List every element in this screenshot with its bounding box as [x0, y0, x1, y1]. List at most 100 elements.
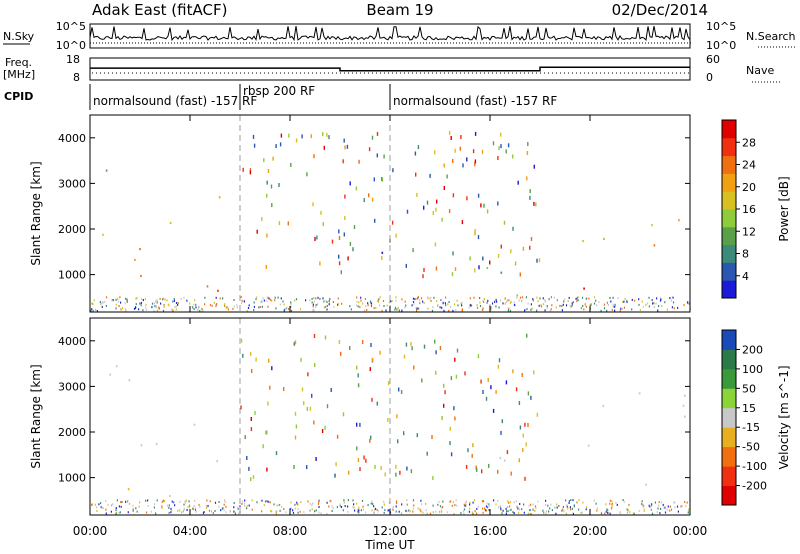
velocity-noise-cell	[641, 500, 643, 503]
velocity-noise-cell	[611, 505, 613, 508]
velocity-noise-cell	[551, 509, 553, 512]
velocity-noise-cell	[425, 502, 427, 505]
power-noise-cell	[194, 299, 196, 302]
velocity-sparse-cell	[335, 462, 337, 467]
power-sparse-cell	[249, 167, 252, 172]
velocity-noise-cell	[119, 511, 121, 514]
power-noise-cell	[487, 299, 489, 302]
velocity-noise-cell	[168, 504, 170, 507]
power-noise-cell	[614, 305, 616, 308]
velocity-noise-cell	[585, 508, 587, 511]
power-noise-cell	[151, 306, 153, 309]
power-noise-cell	[126, 301, 128, 303]
velocity-noise-cell	[121, 501, 123, 503]
velocity-noise-cell	[303, 511, 305, 514]
power-sparse-cell	[497, 156, 499, 160]
velocity-sparse-cell	[449, 441, 451, 446]
velocity-sparse-cell	[396, 414, 398, 419]
power-noise-cell	[386, 304, 388, 307]
velocity-noise-cell	[374, 508, 376, 511]
velocity-echo-cell	[193, 423, 196, 426]
power-noise-cell	[172, 300, 174, 303]
nsky-trace	[89, 25, 691, 44]
power-sparse-cell	[381, 177, 383, 181]
velocity-noise-cell	[352, 505, 354, 508]
power-noise-cell	[508, 307, 510, 310]
power-ytick-label: 4000	[58, 132, 86, 145]
velocity-sparse-cell	[307, 372, 309, 377]
power-noise-cell	[246, 309, 248, 312]
velocity-noise-cell	[629, 511, 631, 514]
velocity-sparse-cell	[306, 406, 308, 411]
power-sparse-cell	[500, 132, 502, 137]
power-noise-cell	[266, 299, 268, 302]
velocity-noise-cell	[582, 501, 584, 504]
velocity-noise-cell	[220, 509, 222, 512]
power-noise-cell	[634, 299, 636, 302]
power-noise-cell	[617, 297, 619, 300]
velocity-noise-cell	[147, 499, 149, 502]
velocity-sparse-cell	[374, 464, 376, 469]
velocity-noise-cell	[420, 499, 422, 502]
power-noise-cell	[364, 309, 366, 312]
power-noise-cell	[553, 296, 555, 299]
velocity-noise-cell	[161, 506, 163, 509]
velocity-noise-cell	[237, 507, 239, 510]
power-sparse-cell	[448, 209, 451, 214]
velocity-noise-cell	[474, 510, 476, 513]
power-noise-cell	[154, 305, 156, 308]
power-sparse-cell	[533, 201, 535, 206]
power-noise-cell	[610, 300, 612, 303]
velocity-noise-cell	[469, 501, 471, 504]
power-noise-cell	[120, 308, 122, 311]
power-noise-cell	[432, 306, 434, 309]
power-sparse-cell	[373, 177, 375, 182]
velocity-sparse-cell	[443, 403, 445, 408]
power-noise-cell	[516, 296, 518, 299]
nsky-line	[89, 25, 691, 42]
power-noise-cell	[247, 307, 250, 309]
power-noise-cell	[284, 308, 286, 311]
velocity-noise-cell	[611, 502, 613, 505]
velocity-noise-cell	[476, 507, 478, 510]
velocity-noise-cell	[609, 499, 611, 502]
velocity-noise-cell	[223, 509, 225, 512]
velocity-sparse-cell	[240, 405, 242, 410]
power-noise-cell	[295, 298, 298, 301]
power-sparse-cell	[272, 156, 274, 161]
velocity-sparse-cell	[324, 425, 326, 430]
power-noise-cell	[177, 303, 179, 306]
velocity-noise-cell	[294, 507, 296, 510]
velocity-noise-cell	[556, 506, 558, 509]
velocity-echo-cell	[115, 365, 118, 368]
velocity-noise-cell	[392, 508, 394, 511]
velocity-noise-cell	[545, 499, 547, 502]
power-noise-cell	[391, 300, 393, 303]
velocity-noise-cell	[150, 510, 152, 513]
power-noise-cell	[156, 309, 158, 312]
velocity-sparse-cell	[518, 401, 521, 405]
velocity-noise-cell	[545, 510, 547, 513]
velocity-colorbar-swatch	[722, 427, 736, 448]
velocity-noise-cell	[513, 512, 515, 515]
velocity-noise-cell	[643, 509, 645, 512]
power-noise-cell	[416, 307, 418, 310]
power-noise-cell	[394, 308, 396, 311]
power-sparse-cell	[371, 135, 374, 140]
velocity-noise-cell	[685, 505, 687, 508]
power-noise-cell	[414, 298, 416, 301]
velocity-noise-cell	[281, 505, 283, 508]
power-noise-cell	[236, 306, 238, 309]
time-tick-label: 08:00	[273, 524, 308, 538]
velocity-noise-cell	[182, 510, 184, 513]
velocity-sparse-cell	[456, 348, 459, 353]
velocity-noise-cell	[669, 509, 671, 512]
velocity-noise-cell	[517, 507, 519, 510]
power-noise-cell	[585, 305, 587, 308]
power-noise-cell	[499, 299, 502, 302]
power-noise-cell	[598, 301, 600, 304]
velocity-colorbar-swatch	[722, 349, 736, 370]
power-noise-cell	[614, 309, 616, 312]
velocity-noise-cell	[392, 506, 394, 508]
power-noise-cell	[224, 305, 226, 307]
